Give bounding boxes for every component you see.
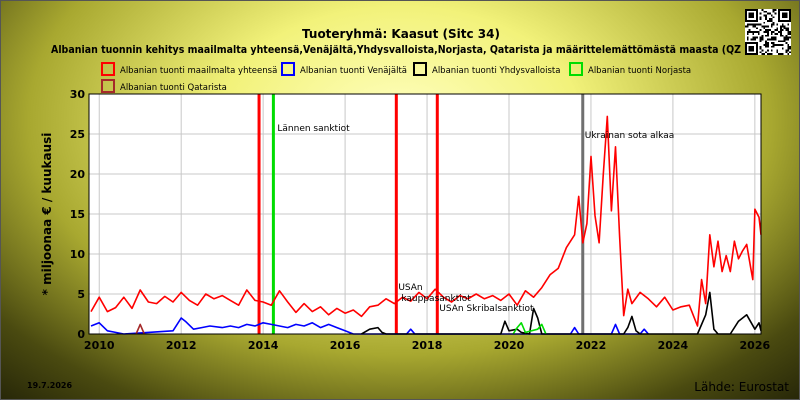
series-line-0	[90, 115, 762, 327]
y-tick-label: 0	[77, 328, 85, 341]
x-tick-label: 2024	[658, 339, 689, 352]
x-tick-label: 2012	[166, 339, 197, 352]
footer-date: 19.7.2026	[27, 381, 72, 390]
y-tick-label: 10	[70, 248, 86, 261]
legend-label-2: Albanian tuonti Yhdysvalloista	[432, 66, 560, 76]
y-tick-label: 20	[70, 168, 86, 181]
y-axis-label: * miljoonaa € / kuukausi	[40, 133, 54, 296]
x-tick-label: 2022	[576, 339, 607, 352]
x-tick-label: 2014	[248, 339, 279, 352]
event-label-2: USAn	[398, 283, 422, 293]
y-tick-label: 5	[77, 288, 85, 301]
legend-swatch-0	[101, 62, 115, 76]
legend-swatch-2	[413, 62, 427, 76]
legend-swatch-3	[569, 62, 583, 76]
plot-area: Lännen sanktiot USAn USAn Skribalsanktiot U…	[40, 88, 771, 352]
x-tick-label: 2018	[412, 339, 443, 352]
x-tick-label: 2026	[740, 339, 771, 352]
legend-label-3: Albanian tuonti Norjasta	[588, 66, 691, 76]
y-tick-label: 25	[70, 128, 85, 141]
x-tick-label: 2020	[494, 339, 525, 352]
x-tick-label: 2010	[84, 339, 115, 352]
footer-source: Lähde: Eurostat	[694, 380, 789, 394]
legend: Albanian tuonti maailmalta yhteensä Alban…	[101, 62, 691, 93]
qr-code-icon	[745, 9, 791, 55]
plot-border	[88, 93, 762, 335]
legend-swatch-1	[281, 62, 295, 76]
annotation-label-0: kauppasanktiot	[401, 294, 471, 304]
legend-swatch-4	[101, 79, 115, 93]
y-tick-label: 30	[70, 88, 86, 101]
event-label-4: Ukrainan sota alkaa	[585, 131, 675, 141]
series-line-1	[90, 317, 649, 335]
legend-label-1: Albanian tuonti Venäjältä	[300, 66, 407, 76]
series-line-3	[512, 321, 547, 335]
chart-subtitle: Albanian tuonnin kehitys maailmalta yhte…	[51, 43, 741, 56]
event-label-1: Lännen sanktiot	[277, 124, 350, 134]
y-tick-label: 15	[70, 208, 85, 221]
event-label-3: USAn Skribalsanktiot	[439, 304, 534, 314]
legend-label-0: Albanian tuonti maailmalta yhteensä	[120, 66, 277, 76]
x-tick-label: 2016	[330, 339, 361, 352]
chart-title: Tuoteryhmä: Kaasut (Sitc 34)	[302, 27, 500, 41]
series-line-4	[135, 323, 146, 335]
legend-label-4: Albanian tuonti Qatarista	[120, 83, 227, 93]
